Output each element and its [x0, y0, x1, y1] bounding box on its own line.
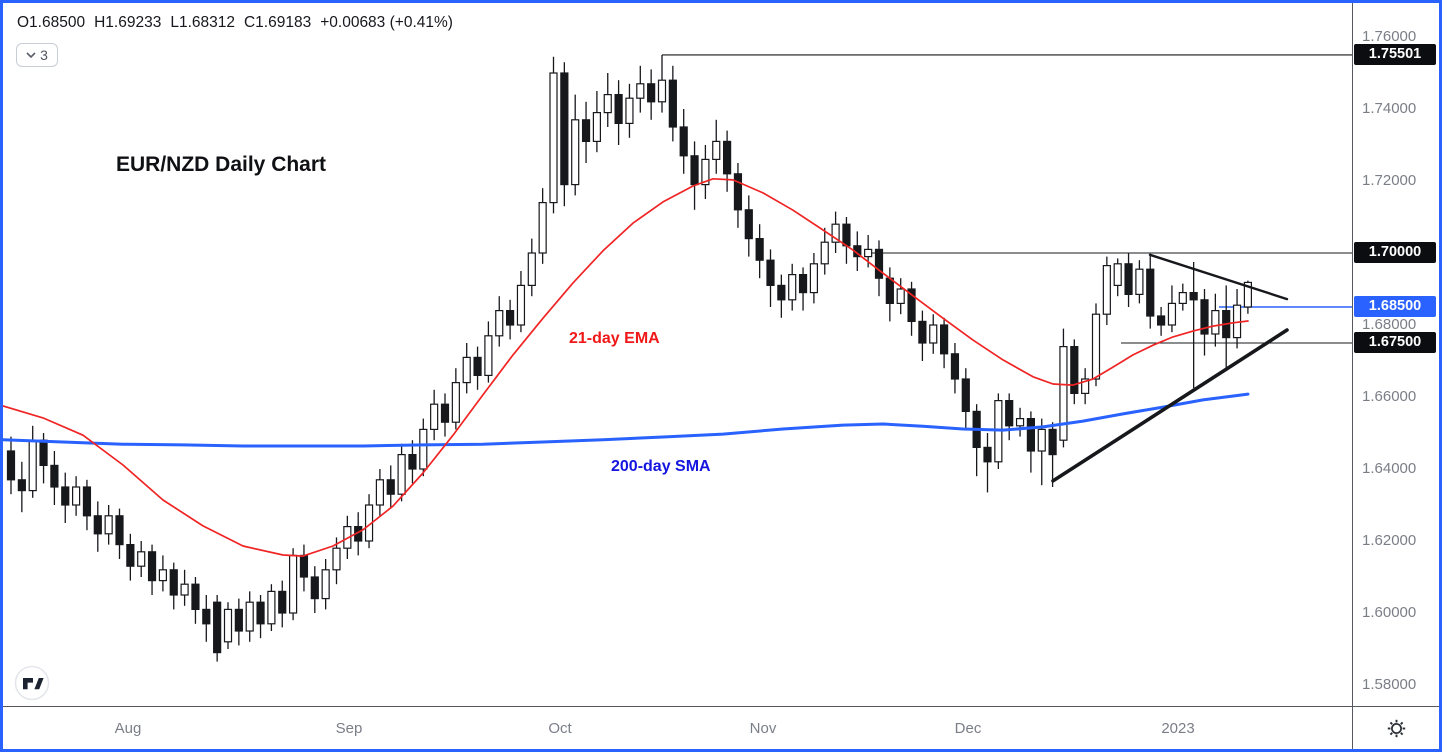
chevron-down-icon [26, 52, 36, 58]
sma-label: 200-day SMA [611, 458, 711, 475]
ema-label: 21-day EMA [569, 330, 660, 347]
gear-icon [1387, 719, 1405, 737]
price-tick-1.62000: 1.62000 [1362, 532, 1417, 549]
ohlc-change: +0.00683 (+0.41%) [320, 14, 453, 31]
chart-plot-area[interactable] [3, 3, 1352, 706]
ema21-line[interactable] [3, 177, 1249, 557]
chart-title: EUR/NZD Daily Chart [116, 153, 327, 176]
price-tick-1.68000: 1.68000 [1362, 316, 1417, 333]
level-badge-1.70000: 1.70000 [1354, 242, 1436, 263]
time-tick-Oct: Oct [548, 720, 572, 737]
trendline-1[interactable] [1148, 253, 1289, 301]
time-tick-Sep: Sep [335, 720, 363, 737]
time-axis-separator [3, 706, 1439, 707]
time-tick-Nov: Nov [749, 720, 777, 737]
tradingview-icon [14, 665, 50, 701]
indicator-count: 3 [40, 47, 48, 63]
indicators-collapse-dropdown[interactable]: 3 [16, 43, 58, 67]
price-tick-1.66000: 1.66000 [1362, 388, 1417, 405]
axis-settings-button[interactable] [1353, 707, 1439, 749]
ohlc-close: C1.69183 [243, 14, 312, 31]
candles-layer[interactable] [6, 54, 1253, 662]
trendline-2[interactable] [1051, 328, 1289, 483]
price-axis[interactable]: 1.76000 1.74000 1.72000 1.68000 1.66000 1.640… [1353, 3, 1439, 706]
price-axis-separator [1352, 3, 1353, 749]
time-axis[interactable]: Aug Sep Oct Nov Dec 2023 [3, 707, 1352, 749]
price-tick-1.76000: 1.76000 [1362, 28, 1417, 45]
level-badge-1.75501: 1.75501 [1354, 43, 1436, 65]
price-tick-1.58000: 1.58000 [1362, 676, 1417, 693]
ohlc-high: H1.69233 [94, 14, 162, 31]
sma200-line[interactable] [3, 392, 1250, 448]
ohlc-readout: O1.68500 H1.69233 L1.68312 C1.69183 +0.00683… [17, 14, 462, 32]
price-tick-1.64000: 1.64000 [1362, 460, 1417, 477]
time-tick-Dec: Dec [954, 720, 982, 737]
tradingview-logo[interactable] [14, 665, 50, 701]
ohlc-low: L1.68312 [170, 14, 235, 31]
ohlc-open: O1.68500 [17, 14, 86, 31]
price-tick-1.72000: 1.72000 [1362, 172, 1417, 189]
time-tick-2023: 2023 [1161, 720, 1195, 737]
time-tick-Aug: Aug [114, 720, 142, 737]
level-badge-1.67500: 1.67500 [1354, 332, 1436, 353]
price-tick-1.74000: 1.74000 [1362, 100, 1417, 117]
chart-canvas[interactable] [3, 3, 1352, 706]
price-tick-1.60000: 1.60000 [1362, 604, 1417, 621]
last-price-badge: 1.68500 [1354, 296, 1436, 317]
